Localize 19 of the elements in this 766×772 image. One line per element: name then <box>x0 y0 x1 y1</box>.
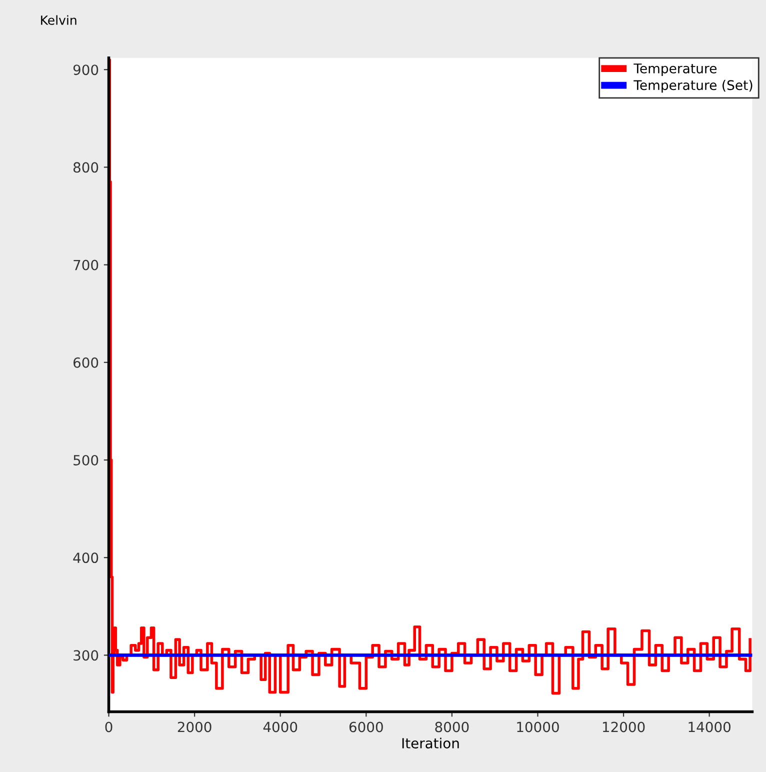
x-tick-label: 8000 <box>435 722 469 732</box>
y-tick-label: 300 <box>74 650 98 661</box>
y-tick-label: 500 <box>74 454 98 466</box>
y-tick-label: 600 <box>74 357 98 368</box>
y-axis-title: Kelvin <box>41 15 76 25</box>
y-tick-label: 900 <box>73 64 98 76</box>
x-tick-label: 14000 <box>688 722 730 732</box>
x-tick-label: 6000 <box>349 722 383 732</box>
x-tick-label: 12000 <box>602 722 645 732</box>
x-axis-title: Iteration <box>402 738 459 748</box>
y-tick-label: 700 <box>74 260 98 270</box>
y-tick-label: 800 <box>73 162 98 173</box>
x-tick-label: 4000 <box>263 722 298 732</box>
x-tick-label: 0 <box>105 722 112 732</box>
legend-label: Temperature <box>634 64 717 76</box>
y-tick-label: 400 <box>73 552 98 564</box>
x-tick-label: 10000 <box>517 722 559 732</box>
x-tick-label: 2000 <box>178 722 212 732</box>
legend-label: Temperature (Set) <box>634 80 752 93</box>
